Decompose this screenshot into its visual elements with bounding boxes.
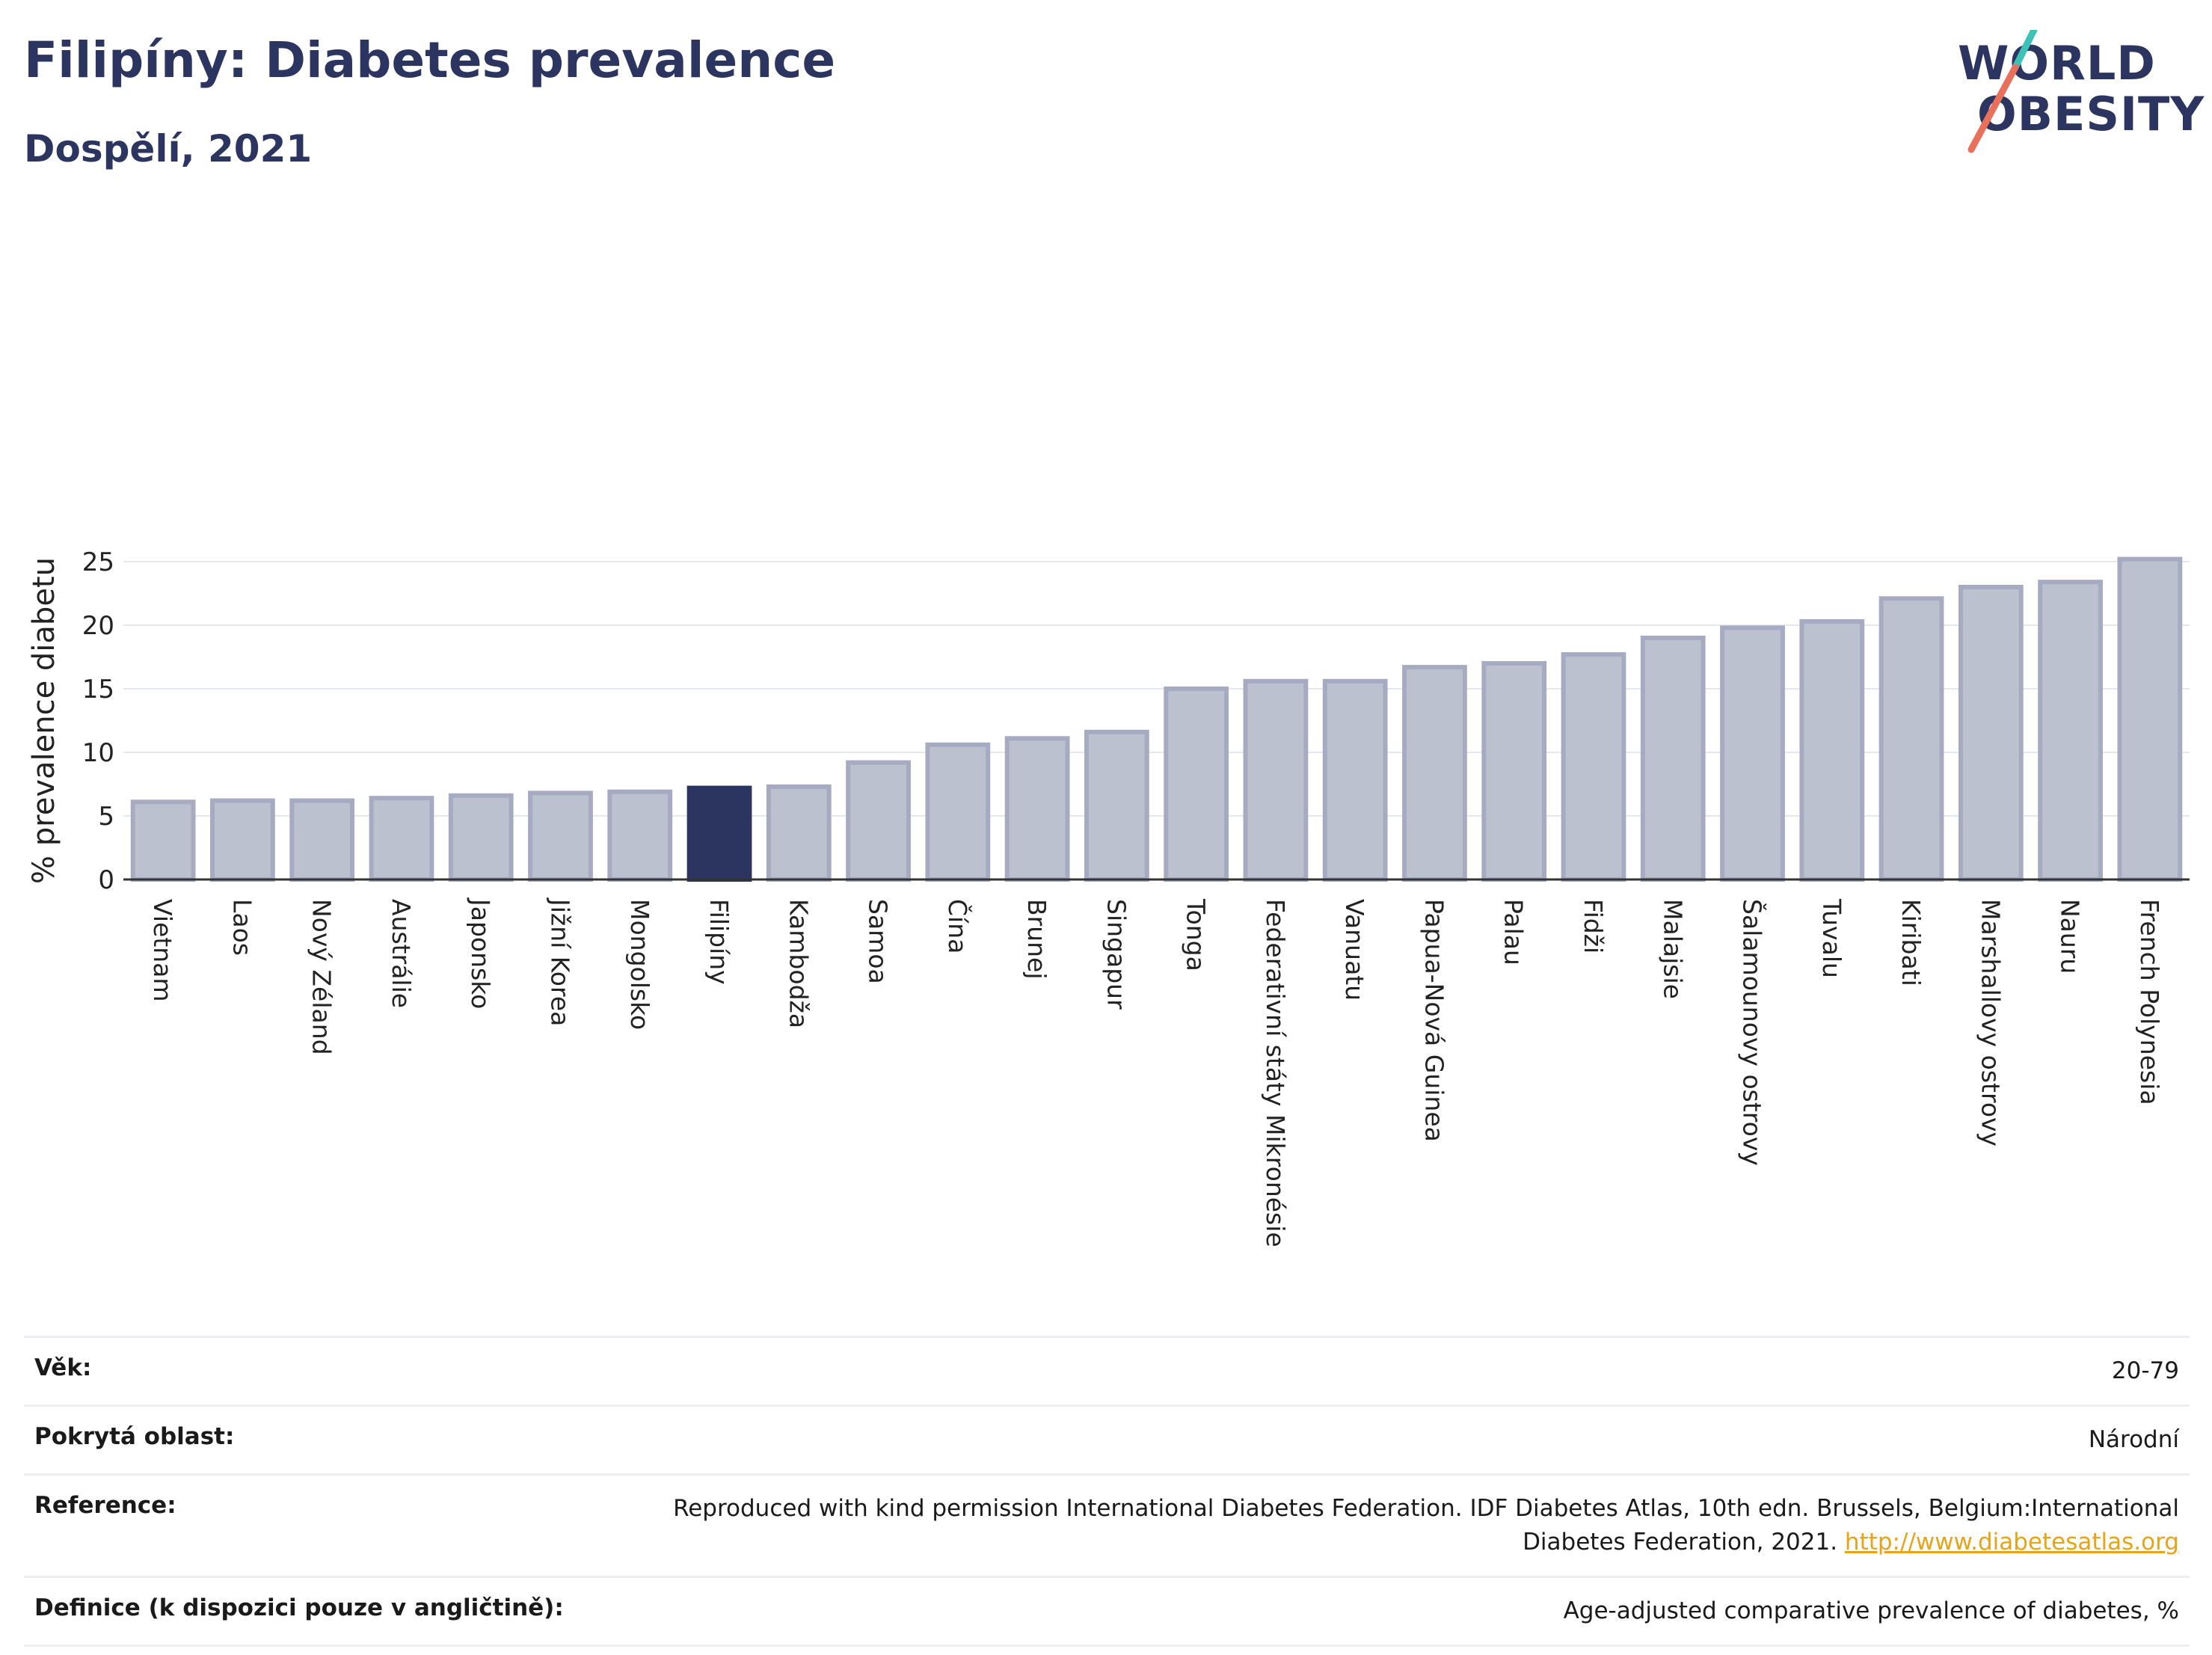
info-value-definition: Age-adjusted comparative prevalence of d… xyxy=(1563,1597,2179,1624)
bar-brunej xyxy=(1004,736,1070,882)
x-tick-label: Malajsie xyxy=(1658,899,1687,999)
bar-papua-nová-guinea xyxy=(1402,665,1467,882)
x-tick-label: Vanuatu xyxy=(1340,899,1369,1001)
info-row-coverage: Pokrytá oblast: Národní xyxy=(24,1404,2190,1473)
reference-text: Reproduced with kind permission Internat… xyxy=(673,1494,2179,1556)
y-tick-label: 15 xyxy=(82,675,114,704)
bar-jižní-korea xyxy=(528,790,593,882)
logo-slash-icon xyxy=(1967,30,2038,153)
y-tick-label: 25 xyxy=(82,547,114,577)
logo-text-obesity: OBESITY xyxy=(1977,87,2205,141)
bar-palau xyxy=(1481,661,1547,882)
bar-austrálie xyxy=(369,796,434,882)
bar-tonga xyxy=(1164,687,1229,882)
x-axis-labels: Vietnam Laos Nový Zéland Austrálie Japonsko J… xyxy=(148,897,2164,1247)
y-axis-title: % prevalence diabetu xyxy=(27,557,61,884)
world-obesity-logo: WORLD OBESITY xyxy=(1944,30,2204,165)
x-tick-label: Tuvalu xyxy=(1817,898,1846,978)
bar-tuvalu xyxy=(1799,618,1865,882)
x-tick-label: Samoa xyxy=(864,899,893,984)
x-tick-label: Mongolsko xyxy=(625,899,654,1030)
bar-malajsie xyxy=(1640,636,1706,882)
chart-title: Filipíny: Diabetes prevalence xyxy=(24,31,836,89)
y-tick-label: 20 xyxy=(82,611,114,641)
bar-singapur xyxy=(1084,729,1149,882)
x-tick-label: Kambodža xyxy=(784,899,813,1028)
bar-samoa xyxy=(846,760,911,882)
info-row-age: Věk: 20-79 xyxy=(24,1336,2190,1404)
info-value-coverage: Národní xyxy=(2088,1425,2179,1453)
x-tick-label: Nauru xyxy=(2056,899,2085,974)
x-tick-label: Austrálie xyxy=(387,899,416,1008)
x-tick-label: Marshallovy ostrovy xyxy=(1976,899,2005,1146)
x-tick-label: Singapur xyxy=(1102,899,1131,1010)
x-tick-label: Tonga xyxy=(1182,898,1211,971)
x-tick-label: Fidži xyxy=(1579,899,1608,954)
x-tick-label: Federativní státy Mikronésie xyxy=(1261,899,1290,1247)
bar-laos xyxy=(210,798,275,882)
info-label-definition: Definice (k dispozici pouze v angličtině… xyxy=(34,1594,564,1621)
chart-subtitle: Dospělí, 2021 xyxy=(24,127,313,171)
x-tick-label: Šalamounovy ostrovy xyxy=(1738,899,1768,1166)
info-label-reference: Reference: xyxy=(34,1491,176,1519)
x-tick-label: Jižní Korea xyxy=(545,897,574,1026)
bar-nauru xyxy=(2038,580,2103,882)
x-tick-label: Čína xyxy=(943,899,973,954)
y-axis-ticks: 0 5 10 15 20 25 xyxy=(82,547,114,895)
x-tick-label: Brunej xyxy=(1022,899,1051,980)
info-row-definition: Definice (k dispozici pouze v angličtině… xyxy=(24,1575,2190,1647)
x-tick-label: Filipíny xyxy=(704,899,734,985)
x-tick-label: Japonsko xyxy=(466,897,495,1009)
y-tick-label: 0 xyxy=(98,865,114,895)
bar-french-polynesia xyxy=(2117,556,2183,882)
bar-chart: 0 5 10 15 20 25 Vietnam Laos Nový Zéland Austrál… xyxy=(27,547,2190,1247)
info-value-reference: Reproduced with kind permission Internat… xyxy=(654,1492,2179,1559)
x-tick-label: Kiribati xyxy=(1896,899,1926,986)
bar-čína xyxy=(925,742,991,882)
x-tick-label: French Polynesia xyxy=(2135,899,2164,1105)
info-label-age: Věk: xyxy=(34,1354,92,1381)
info-row-reference: Reference: Reproduced with kind permissi… xyxy=(24,1473,2190,1576)
bar-šalamounovy-ostrovy xyxy=(1720,625,1785,882)
y-tick-label: 10 xyxy=(82,738,114,768)
x-tick-label: Vietnam xyxy=(148,899,177,1002)
y-tick-label: 5 xyxy=(98,802,114,832)
info-table: Věk: 20-79 Pokrytá oblast: Národní Refer… xyxy=(24,1336,2190,1647)
bar-japonsko xyxy=(448,793,514,882)
bar-federativní-státy-mikronésie xyxy=(1243,678,1309,882)
bar-nový-zéland xyxy=(289,798,355,882)
x-tick-label: Laos xyxy=(227,899,256,956)
bar-mongolsko xyxy=(607,789,673,882)
bar-filipíny xyxy=(686,785,752,882)
bar-marshallovy-ostrovy xyxy=(1958,585,2024,882)
diabetesatlas-link[interactable]: http://www.diabetesatlas.org xyxy=(1844,1528,2179,1556)
info-label-coverage: Pokrytá oblast: xyxy=(34,1422,235,1450)
info-value-age: 20-79 xyxy=(2111,1357,2179,1384)
bar-vanuatu xyxy=(1322,678,1388,882)
logo-text-world: WORLD xyxy=(1958,36,2156,90)
x-tick-label: Papua-Nová Guinea xyxy=(1419,899,1448,1142)
bars xyxy=(130,556,2183,882)
bar-fidži xyxy=(1561,652,1626,882)
bar-kambodža xyxy=(766,784,832,882)
x-tick-label: Nový Zéland xyxy=(307,899,337,1055)
x-tick-label: Palau xyxy=(1499,899,1529,965)
bar-vietnam xyxy=(130,799,196,882)
bar-kiribati xyxy=(1878,596,1944,882)
